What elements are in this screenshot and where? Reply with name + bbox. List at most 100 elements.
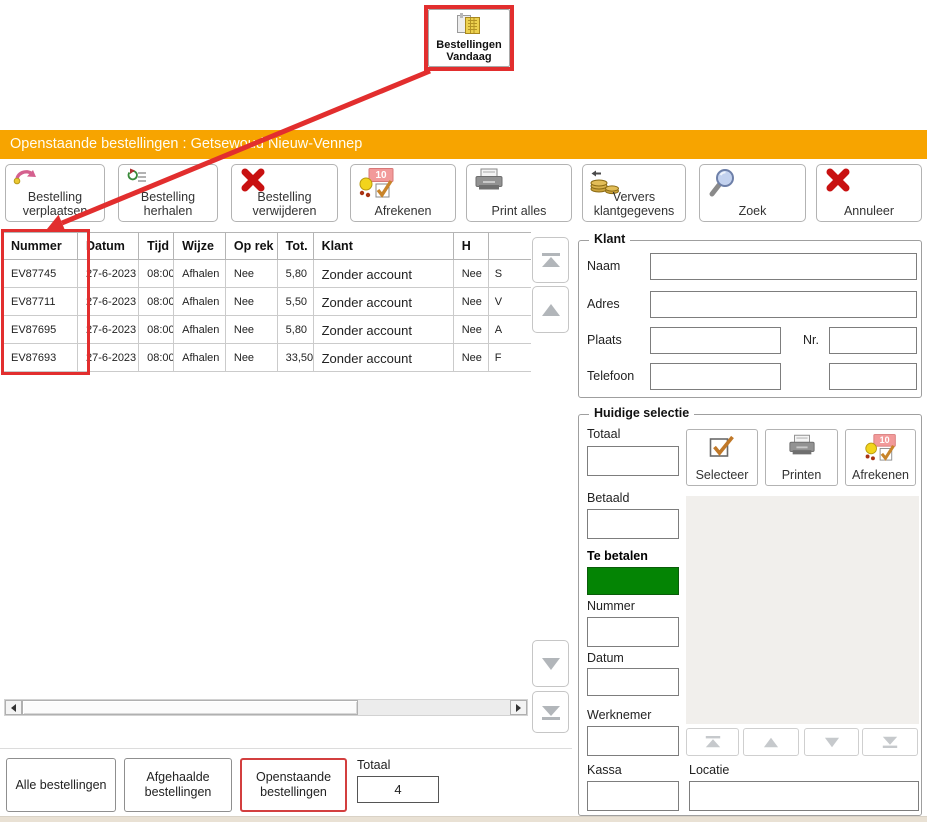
telefoon2-field[interactable]: [829, 363, 917, 390]
column-header[interactable]: Datum: [78, 232, 140, 260]
print-all-button[interactable]: Print alles: [466, 164, 572, 222]
print-all-label: Print alles: [491, 204, 547, 218]
window-titlebar: Openstaande bestellingen : Getsewoud Nie…: [0, 130, 927, 159]
kassa-field[interactable]: [587, 781, 679, 811]
checkout-selection-button[interactable]: 10 Afrekenen: [845, 429, 916, 486]
checkout-button[interactable]: 10 Afrekenen: [350, 164, 456, 222]
order-cell: 27-6-2023: [78, 316, 140, 344]
filter-openstaande-bestellingen-button[interactable]: Openstaande bestellingen: [240, 758, 347, 812]
locatie-field[interactable]: [689, 781, 919, 811]
repeat-order-button[interactable]: Bestelling herhalen: [118, 164, 218, 222]
order-cell: EV87695: [2, 316, 79, 344]
scroll-up-button[interactable]: [532, 286, 569, 333]
selection-nummer-label: Nummer: [587, 599, 635, 613]
telefoon-field[interactable]: [650, 363, 781, 390]
scroll-to-bottom-button[interactable]: [532, 691, 569, 733]
scrollbar-left-arrow[interactable]: [5, 700, 22, 715]
orders-table-header: Nummer Datum Tijd Wijze Op rek Tot. Klant H: [2, 232, 531, 260]
naam-field[interactable]: [650, 253, 917, 280]
printer-icon: [788, 434, 816, 462]
betaald-field[interactable]: [587, 509, 679, 539]
cancel-x-icon: [824, 168, 852, 197]
repeat-order-icon: [126, 168, 148, 189]
order-row[interactable]: EV87745 27-6-2023 08:00 Afhalen Nee 5,80 Zonde…: [2, 260, 531, 288]
column-header[interactable]: H: [453, 232, 489, 260]
svg-text:10: 10: [375, 170, 387, 181]
order-cell: Zonder account: [313, 344, 454, 372]
plaats-field[interactable]: [650, 327, 781, 354]
column-header[interactable]: [488, 232, 531, 260]
selection-panel: Huidige selectie Totaal Selecteer P: [578, 406, 922, 816]
select-label: Selecteer: [695, 468, 749, 482]
printer-icon: [474, 168, 504, 197]
search-icon: [707, 168, 739, 203]
klant-panel-title: Klant: [589, 232, 631, 246]
checkout-selection-label: Afrekenen: [852, 468, 909, 482]
order-cell: 5,50: [277, 288, 314, 316]
select-check-icon: [709, 434, 736, 465]
selection-first-button[interactable]: [686, 728, 739, 756]
werknemer-field[interactable]: [587, 726, 679, 756]
selection-prev-button[interactable]: [743, 728, 799, 756]
plaats-label: Plaats: [587, 333, 622, 347]
order-cell: Afhalen: [174, 288, 226, 316]
up-icon: [541, 303, 560, 316]
search-button[interactable]: Zoek: [699, 164, 806, 222]
column-header[interactable]: Nummer: [2, 232, 79, 260]
selection-last-button[interactable]: [862, 728, 918, 756]
order-row[interactable]: EV87693 27-6-2023 08:00 Afhalen Nee 33,50 Zond…: [2, 344, 531, 372]
horizontal-scrollbar[interactable]: [4, 699, 528, 716]
adres-field[interactable]: [650, 291, 917, 318]
to-top-icon: [541, 252, 560, 267]
selection-next-button[interactable]: [804, 728, 859, 756]
telefoon-label: Telefoon: [587, 369, 635, 383]
divider: [0, 748, 572, 749]
order-row[interactable]: EV87711 27-6-2023 08:00 Afhalen Nee 5,50 Zonde…: [2, 288, 531, 316]
order-cell: Nee: [225, 260, 278, 288]
order-cell: 5,80: [277, 316, 314, 344]
kassa-label: Kassa: [587, 763, 622, 777]
column-header[interactable]: Klant: [313, 232, 454, 260]
column-header[interactable]: Op rek: [225, 232, 278, 260]
selection-list-area: [686, 496, 919, 724]
order-cell: S: [488, 260, 531, 288]
scroll-to-top-button[interactable]: [532, 237, 569, 283]
to-bottom-icon: [541, 705, 560, 720]
print-selection-button[interactable]: Printen: [765, 429, 838, 486]
scrollbar-right-arrow[interactable]: [510, 700, 527, 715]
column-header[interactable]: Tot.: [277, 232, 314, 260]
scrollbar-thumb[interactable]: [22, 700, 358, 715]
order-cell: Nee: [453, 316, 489, 344]
order-cell: 33,50: [277, 344, 314, 372]
nr-label: Nr.: [803, 333, 819, 347]
filter-alle-bestellingen-button[interactable]: Alle bestellingen: [6, 758, 116, 812]
selection-totaal-field[interactable]: [587, 446, 679, 476]
column-header[interactable]: Wijze: [174, 232, 226, 260]
order-cell: EV87711: [2, 288, 79, 316]
scroll-down-button[interactable]: [532, 640, 569, 687]
orders-table: Nummer Datum Tijd Wijze Op rek Tot. Klant H EV8…: [2, 232, 531, 695]
order-cell: 5,80: [277, 260, 314, 288]
order-cell: Nee: [225, 344, 278, 372]
order-row[interactable]: EV87695 27-6-2023 08:00 Afhalen Nee 5,80 Zonde…: [2, 316, 531, 344]
bestellingen-vandaag-button[interactable]: Bestellingen Vandaag: [428, 9, 510, 67]
move-order-button[interactable]: Bestelling verplaatsen: [5, 164, 105, 222]
to-top-icon: [705, 736, 720, 748]
totaal-label: Totaal: [587, 427, 621, 441]
filter-afgehaalde-bestellingen-button[interactable]: Afgehaalde bestellingen: [124, 758, 232, 812]
delete-order-button[interactable]: Bestelling verwijderen: [231, 164, 338, 222]
cancel-button[interactable]: Annuleer: [816, 164, 922, 222]
orders-table-body: EV87745 27-6-2023 08:00 Afhalen Nee 5,80 Zonde…: [2, 260, 531, 372]
checkout-icon: 10: [358, 168, 396, 204]
order-cell: Zonder account: [313, 260, 454, 288]
delete-order-label: Bestelling verwijderen: [252, 190, 317, 218]
order-cell: F: [488, 344, 531, 372]
nr-field[interactable]: [829, 327, 917, 354]
selection-datum-field[interactable]: [587, 668, 679, 696]
select-button[interactable]: Selecteer: [686, 429, 758, 486]
refresh-customers-button[interactable]: Ververs klantgegevens: [582, 164, 686, 222]
selection-nummer-field[interactable]: [587, 617, 679, 647]
column-header[interactable]: Tijd: [139, 232, 175, 260]
down-icon: [824, 737, 839, 747]
order-cell: 08:00: [139, 344, 175, 372]
